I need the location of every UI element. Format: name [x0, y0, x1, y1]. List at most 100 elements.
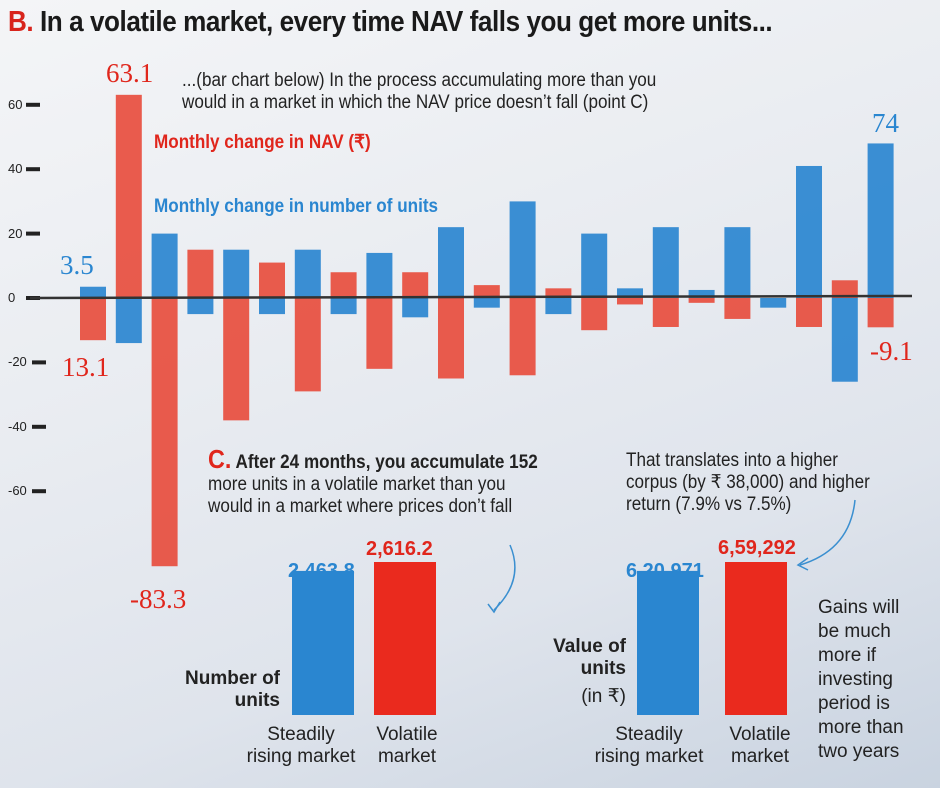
cat-label-line: Steadily [615, 724, 683, 745]
units-bar [509, 201, 536, 298]
nav-bar [867, 298, 894, 328]
units-bar [80, 286, 106, 298]
y-tick-mark [32, 489, 46, 494]
cat-label-line: rising market [246, 746, 356, 767]
y-tick-mark [32, 424, 46, 429]
intro-line: would in a market in which the NAV price… [182, 92, 649, 113]
data-label-nav-min: -83.3 [130, 584, 187, 614]
units-bar [115, 298, 142, 344]
nav-bar [473, 285, 500, 298]
gains-line: more than [818, 717, 904, 738]
data-label-nav-last: -9.1 [870, 336, 913, 366]
section-letter: B. [8, 6, 34, 38]
units-bar [402, 298, 429, 318]
nav-bar [831, 280, 858, 298]
title-text: In a volatile market, every time NAV fal… [40, 6, 773, 38]
arrow-head-icon [487, 601, 501, 614]
y-tick-label: 60 [8, 96, 23, 112]
section-c-text: C. After 24 months, you accumulate 152 m… [208, 446, 538, 518]
y-tick-label: 40 [8, 161, 23, 177]
units-bar [366, 252, 393, 298]
gains-line: be much [818, 621, 891, 642]
units-bar [473, 298, 500, 308]
section-c-line: would in a market where prices don’t fal… [208, 496, 513, 517]
value-label-line: Value of [553, 636, 626, 657]
units-bar [259, 298, 285, 315]
units-total-bar [292, 570, 354, 715]
units-bar [867, 143, 894, 298]
cat-volatile-2: Volatile market [720, 724, 800, 768]
nav-bar [402, 272, 429, 298]
section-c-letter: C. [208, 444, 232, 474]
nav-bar [509, 298, 536, 376]
arrow-head-icon [796, 557, 809, 571]
value-label-line: units [580, 658, 626, 679]
intro-text: ...(bar chart below) In the process accu… [182, 70, 656, 114]
cat-label-line: Steadily [267, 724, 335, 745]
cat-volatile-1: Volatile market [372, 724, 442, 768]
nav-bar [688, 298, 715, 303]
y-tick-label: 0 [8, 290, 16, 305]
nav-bar [796, 298, 822, 327]
gains-line: Gains will [818, 597, 900, 618]
y-tick-mark [26, 102, 40, 107]
units-bar [581, 233, 608, 298]
nav-bar [259, 262, 285, 298]
gains-note: Gains will be much more if investing per… [818, 596, 904, 764]
nav-bar [724, 298, 751, 319]
gains-line: two years [818, 741, 900, 762]
units-bar [652, 227, 679, 298]
gains-line: investing [818, 669, 893, 690]
corpus-line: That translates into a higher [626, 450, 838, 471]
nav-bar [366, 298, 393, 369]
corpus-line: corpus (by ₹ 38,000) and higher [626, 472, 870, 493]
units-bar [831, 298, 858, 382]
value-steady-label: 6,20,971 [626, 560, 704, 582]
section-c-line: After 24 months, you accumulate 152 [235, 452, 538, 473]
cat-label-line: Volatile [729, 724, 791, 745]
units-bar [688, 289, 715, 298]
zero-axis-line [29, 294, 913, 300]
data-label-nav-max: 63.1 [106, 58, 154, 88]
nav-bar [151, 298, 178, 567]
value-total-bar [637, 570, 699, 715]
legend-units: Monthly change in number of units [154, 196, 439, 217]
y-tick-mark [32, 360, 46, 365]
units-bar [724, 227, 751, 298]
units-bar [760, 298, 787, 308]
data-label-nav-first: 13.1 [62, 352, 110, 382]
nav-bar [617, 298, 643, 305]
units-volatile-value: 2,616.2 [366, 538, 433, 560]
cat-steady-1: Steadily rising market [236, 724, 366, 768]
value-axis-label: Value of units (in ₹) [540, 636, 626, 708]
units-total-bar [374, 562, 436, 715]
nav-bar [80, 298, 106, 341]
nav-bar [652, 298, 679, 327]
y-tick-label: 20 [8, 225, 23, 241]
legend-nav: Monthly change in NAV (₹) [154, 132, 371, 153]
cat-label-line: market [377, 746, 437, 767]
cat-label-line: market [730, 746, 790, 767]
units-bar [294, 249, 321, 298]
nav-bar [294, 298, 321, 392]
units-bar [187, 298, 214, 315]
value-label-line: (in ₹) [581, 686, 626, 707]
units-label-line: units [234, 690, 280, 711]
y-tick-mark [26, 167, 40, 172]
units-bar [223, 249, 250, 298]
units-label-line: Number of [185, 668, 280, 689]
units-steady-value: 2,463.8 [288, 560, 355, 582]
units-axis-label: Number of units [180, 668, 280, 712]
cat-label-line: rising market [594, 746, 704, 767]
nav-bar [187, 249, 214, 298]
y-tick-label: -40 [8, 418, 27, 434]
nav-bar [330, 272, 357, 298]
y-tick-label: -60 [8, 483, 27, 499]
gains-line: period is [818, 693, 890, 714]
y-tick-mark [26, 231, 40, 236]
nav-bar [438, 298, 464, 379]
y-tick-label: -20 [8, 354, 27, 370]
corpus-line: return (7.9% vs 7.5%) [626, 494, 792, 515]
data-label-units-last: 74 [872, 108, 899, 138]
